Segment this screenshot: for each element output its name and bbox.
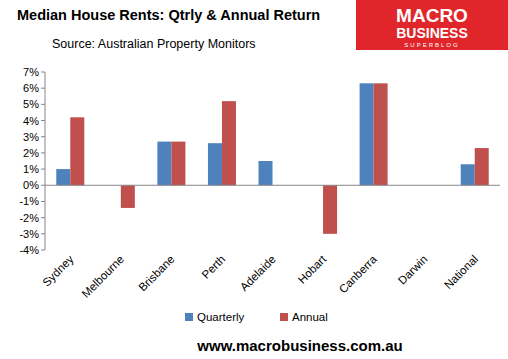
legend-swatch: [280, 313, 288, 321]
y-tick-label: -1%: [19, 195, 39, 207]
bar: [461, 164, 475, 185]
legend-label: Annual: [292, 311, 328, 323]
x-tick-label: National: [442, 253, 480, 291]
x-tick-label: Melbourne: [79, 253, 126, 300]
y-tick: [41, 72, 45, 73]
bar: [56, 169, 70, 185]
y-tick: [41, 201, 45, 202]
y-tick: [41, 120, 45, 121]
subtitle: Source: Australian Property Monitors: [52, 37, 256, 51]
x-tick-label: Darwin: [396, 253, 430, 287]
y-tick-label: 6%: [23, 82, 39, 94]
y-tick-label: -4%: [19, 244, 39, 256]
bar: [374, 83, 388, 185]
bars: [56, 83, 488, 233]
y-axis: [45, 72, 46, 250]
x-tick-label: Perth: [199, 253, 227, 281]
legend-swatch: [185, 313, 193, 321]
logo-text: SUPERBLOG: [404, 42, 459, 48]
x-tick-label: Sydney: [40, 253, 76, 289]
bar: [475, 148, 489, 185]
y-tick: [41, 104, 45, 105]
x-tick-label: Brisbane: [136, 253, 177, 294]
y-tick-label: 7%: [23, 66, 39, 78]
y-tick-label: 2%: [23, 147, 39, 159]
y-tick: [41, 185, 45, 186]
y-tick: [41, 217, 45, 218]
y-tick: [41, 152, 45, 153]
bar: [121, 185, 135, 208]
y-tick: [41, 88, 45, 89]
logo-text: BUSINESS: [396, 25, 468, 41]
y-tick: [41, 250, 45, 251]
y-tick: [41, 169, 45, 170]
y-tick-label: 3%: [23, 131, 39, 143]
y-tick-label: 5%: [23, 98, 39, 110]
y-tick-label: -3%: [19, 228, 39, 240]
y-tick-label: -2%: [19, 212, 39, 224]
bar: [360, 83, 374, 185]
y-tick: [41, 233, 45, 234]
chart: Median House Rents: Qtrly & Annual Retur…: [0, 0, 508, 359]
bar: [70, 117, 84, 185]
bar: [157, 142, 171, 186]
logo-text: MACRO: [396, 5, 468, 26]
bar: [259, 161, 273, 185]
title: Median House Rents: Qtrly & Annual Retur…: [17, 7, 320, 23]
legend-label: Quarterly: [197, 311, 245, 323]
x-tick-label: Adelaide: [238, 253, 278, 293]
logo-box: [356, 0, 508, 50]
x-tick-label: Canberra: [337, 253, 380, 296]
y-tick-label: 0%: [23, 179, 39, 191]
y-tick-label: 4%: [23, 115, 39, 127]
y-tick-label: 1%: [23, 163, 39, 175]
x-axis: [45, 185, 500, 186]
bar: [222, 101, 236, 185]
bar: [208, 143, 222, 185]
bar: [171, 142, 185, 186]
x-tick-label: Hobart: [296, 252, 329, 285]
footer: www.macrobusiness.com.au: [196, 337, 402, 354]
y-tick: [41, 136, 45, 137]
bar: [323, 185, 337, 234]
